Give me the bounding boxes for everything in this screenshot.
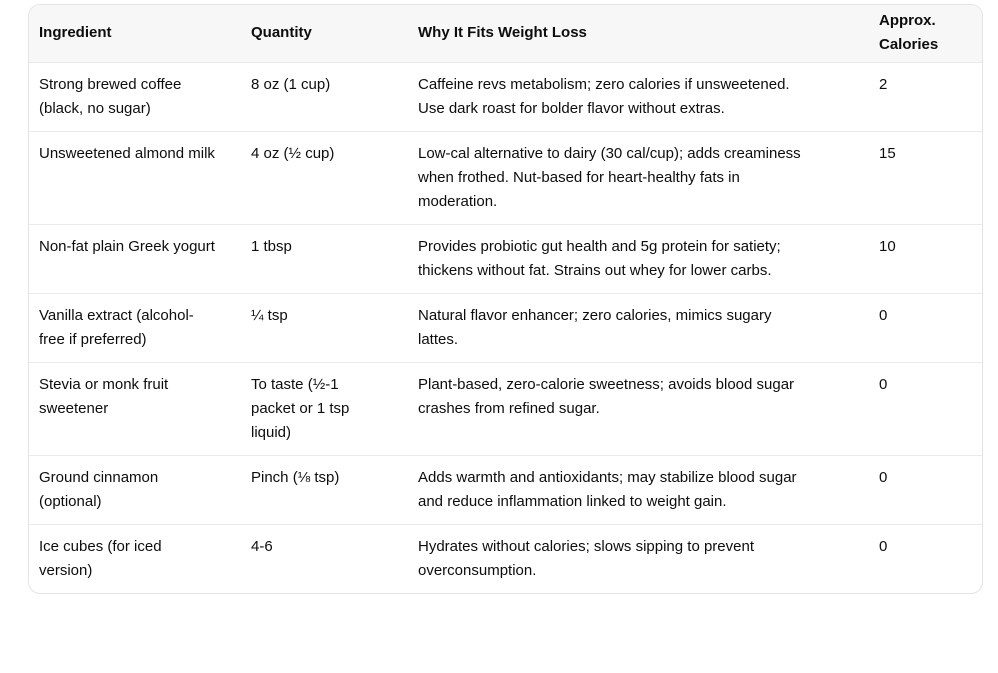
cell-calories: 0 [879,537,888,555]
table-row: Stevia or monk fruit sweetener To taste … [29,362,982,455]
cell-calories: 0 [879,375,888,393]
table-row: Non-fat plain Greek yogurt 1 tbsp Provid… [29,224,982,293]
table-row: Ground cinnamon (optional) Pinch (⅛ tsp)… [29,455,982,524]
column-header-quantity: Quantity [251,24,312,42]
cell-why-it-fits: Natural flavor enhancer; zero calories, … [418,306,772,348]
cell-quantity: To taste (½-1 packet or 1 tsp liquid) [251,375,350,441]
column-header-why-it-fits: Why It Fits Weight Loss [418,24,587,42]
cell-ingredient: Non-fat plain Greek yogurt [39,237,215,255]
cell-ingredient: Strong brewed coffee (black, no sugar) [39,75,182,117]
cell-why-it-fits: Caffeine revs metabolism; zero calories … [418,75,790,117]
ingredients-table: Ingredient Quantity Why It Fits Weight L… [29,5,982,593]
table-row: Vanilla extract (alcohol-free if preferr… [29,293,982,362]
cell-why-it-fits: Low-cal alternative to dairy (30 cal/cup… [418,144,801,210]
cell-why-it-fits: Hydrates without calories; slows sipping… [418,537,754,579]
cell-ingredient: Stevia or monk fruit sweetener [39,375,169,417]
cell-calories: 10 [879,237,896,255]
cell-ingredient: Unsweetened almond milk [39,144,215,162]
cell-calories: 0 [879,306,888,324]
cell-quantity: 8 oz (1 cup) [251,75,331,93]
table-row: Strong brewed coffee (black, no sugar) 8… [29,62,982,131]
cell-why-it-fits: Provides probiotic gut health and 5g pro… [418,237,781,279]
cell-ingredient: Vanilla extract (alcohol-free if preferr… [39,306,194,348]
cell-ingredient: Ground cinnamon (optional) [39,468,159,510]
cell-calories: 2 [879,75,888,93]
cell-quantity: Pinch (⅛ tsp) [251,468,340,486]
cell-calories: 0 [879,468,888,486]
header-row: Ingredient Quantity Why It Fits Weight L… [29,5,982,62]
cell-why-it-fits: Adds warmth and antioxidants; may stabil… [418,468,797,510]
column-header-ingredient: Ingredient [39,24,112,42]
table-row: Unsweetened almond milk 4 oz (½ cup) Low… [29,131,982,224]
cell-quantity: 4 oz (½ cup) [251,144,335,162]
cell-ingredient: Ice cubes (for iced version) [39,537,162,579]
column-header-approx-calories: Approx. Calories [879,12,939,54]
cell-why-it-fits: Plant-based, zero-calorie sweetness; avo… [418,375,795,417]
ingredients-table-card: Ingredient Quantity Why It Fits Weight L… [28,4,983,594]
table-row: Ice cubes (for iced version) 4-6 Hydrate… [29,524,982,593]
cell-calories: 15 [879,144,896,162]
cell-quantity: 4-6 [251,537,273,555]
cell-quantity: ¼ tsp [251,306,288,324]
cell-quantity: 1 tbsp [251,237,292,255]
